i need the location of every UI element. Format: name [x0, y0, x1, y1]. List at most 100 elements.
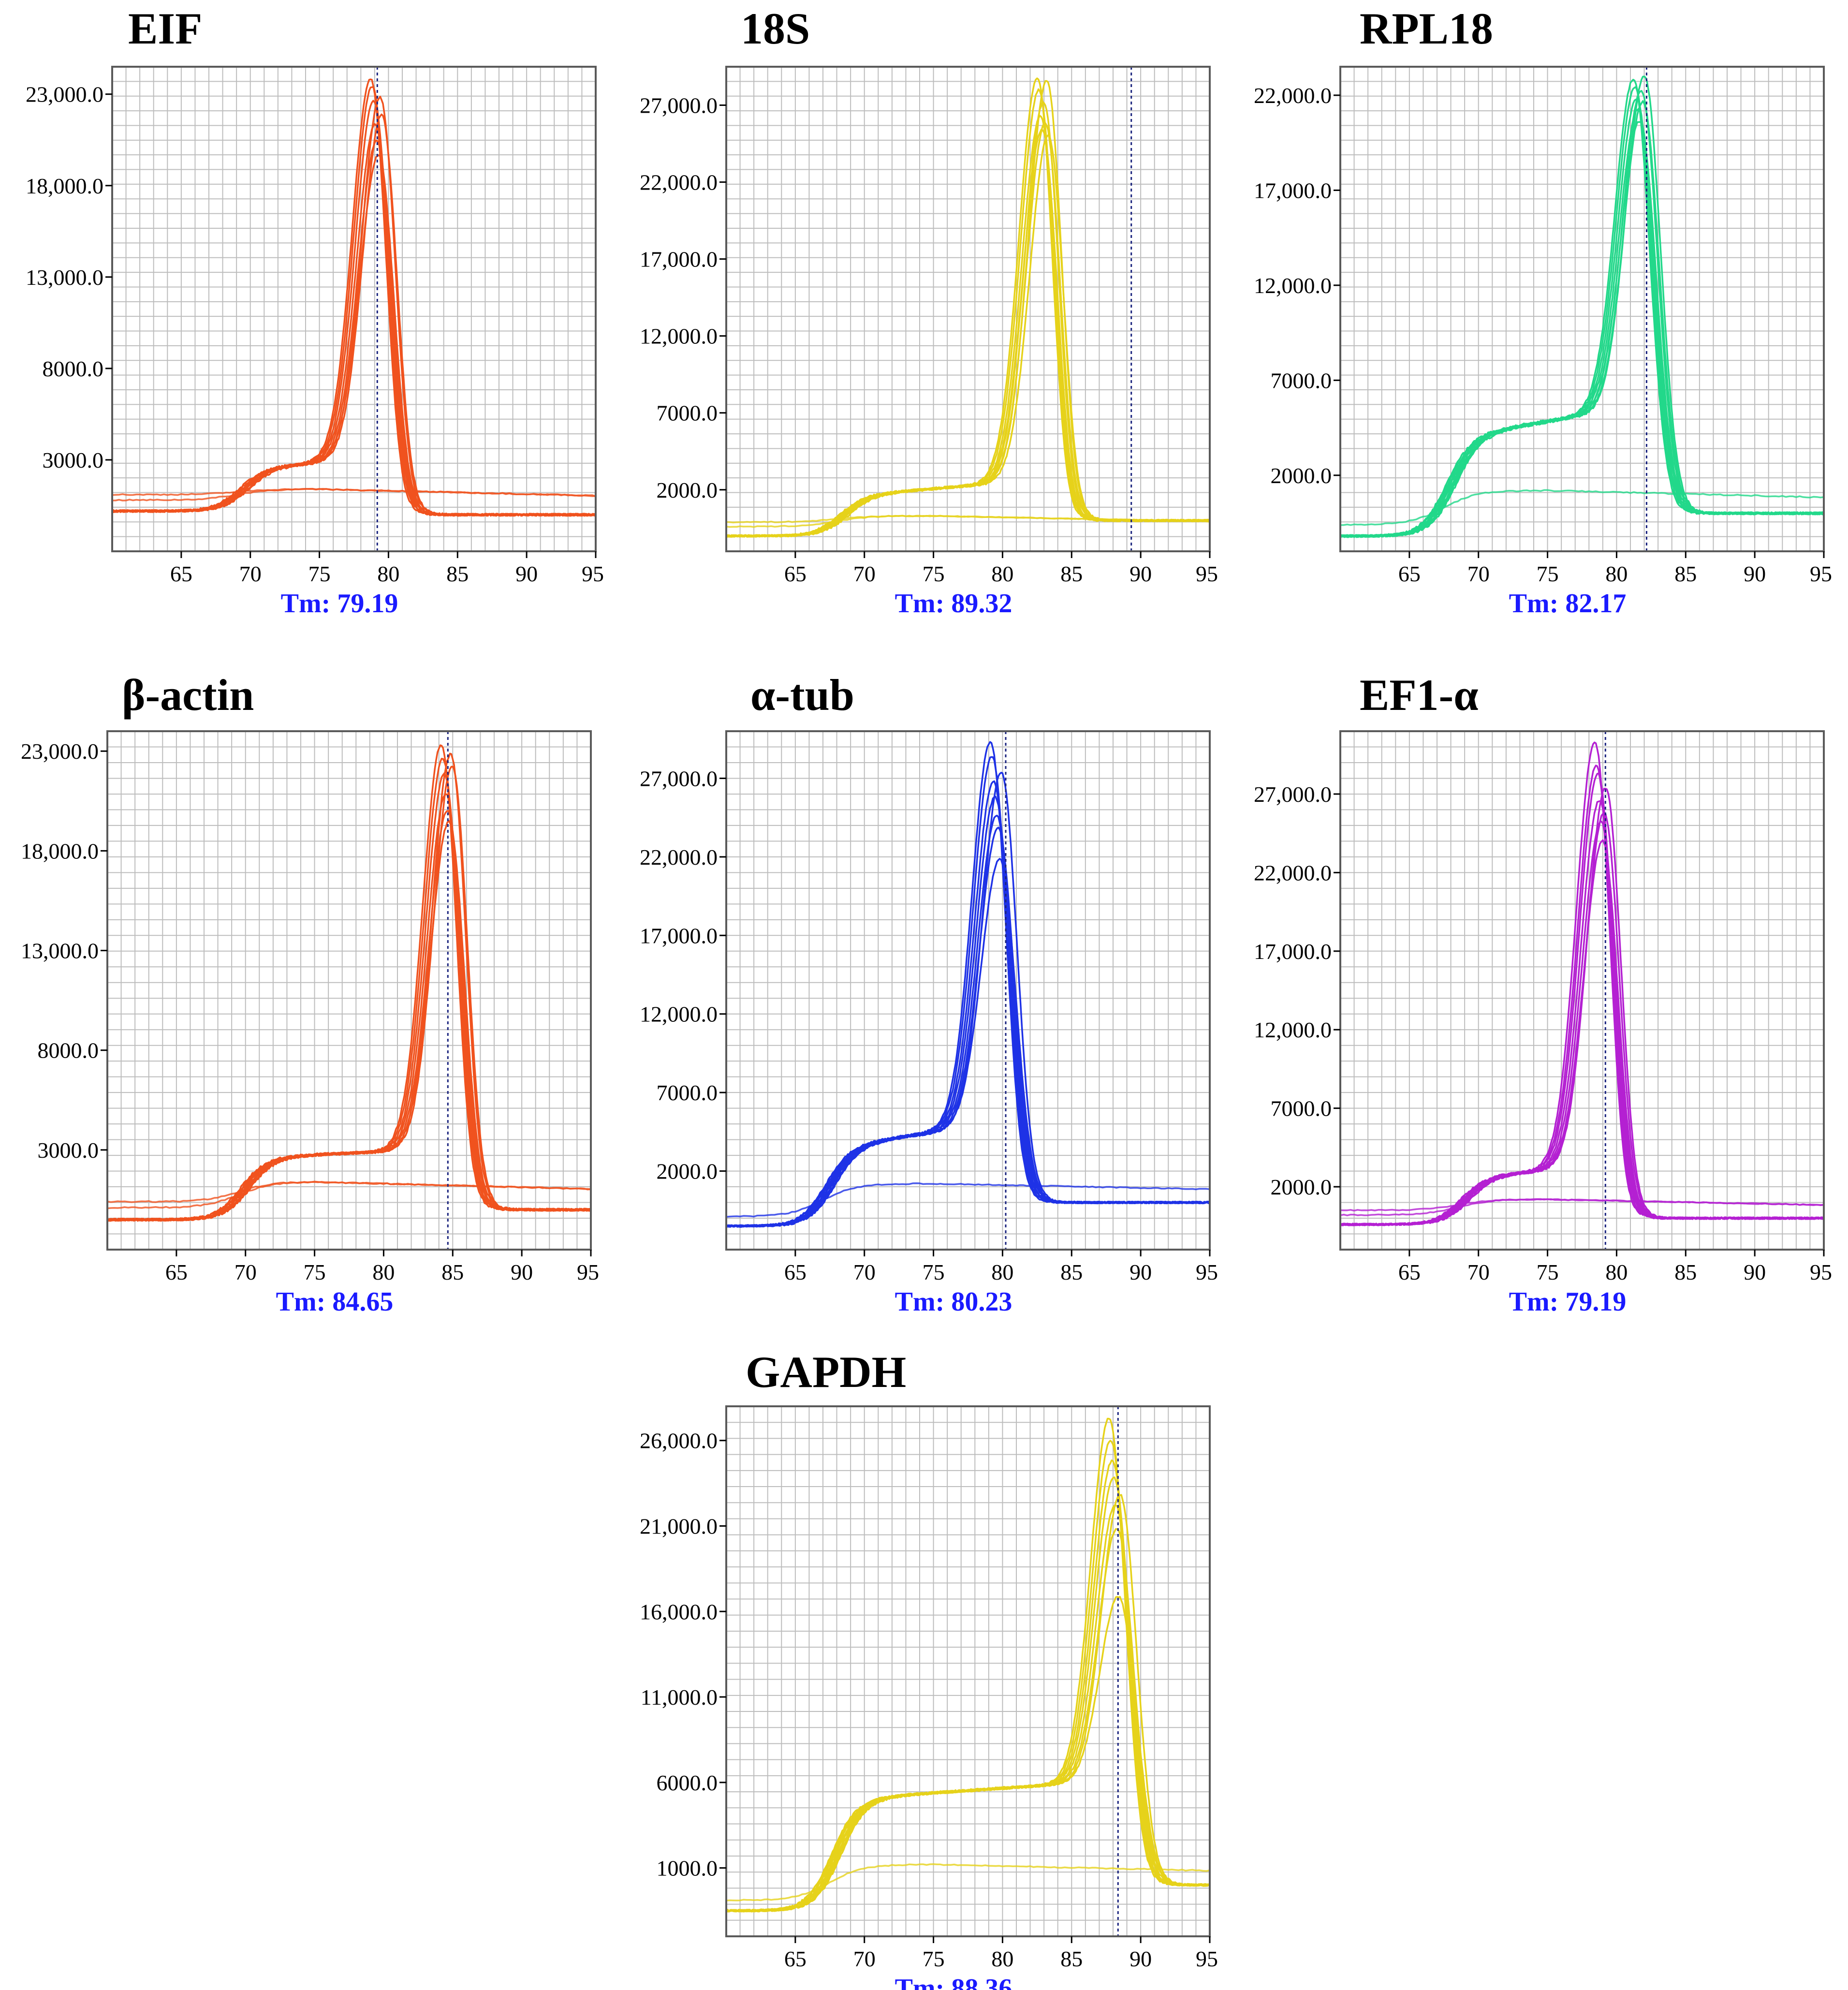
x-tick-label: 80 — [377, 561, 399, 586]
plot-area — [1340, 67, 1824, 551]
no-template-trace — [726, 515, 1210, 524]
x-tick-label: 75 — [1537, 1260, 1559, 1284]
y-tick-label: 27,000.0 — [640, 93, 718, 118]
plot-frame — [106, 730, 592, 1251]
y-tick-label: 1000.0 — [657, 1856, 718, 1881]
x-tick-label: 70 — [239, 561, 262, 586]
y-tick-label: 21,000.0 — [640, 1514, 718, 1538]
plot-frame — [1339, 66, 1825, 552]
y-tick-label: 12,000.0 — [640, 1002, 718, 1027]
tm-label: Tm: 79.19 — [1509, 1287, 1627, 1317]
tm-label: Tm: 89.32 — [895, 589, 1012, 619]
plot-area — [726, 1406, 1210, 1936]
x-tick-label: 70 — [853, 561, 876, 586]
panel-2: 18S 2000.0 7000.0 12,000.0 17,000.0 22,000.0 2… — [640, 4, 1218, 619]
no-template-trace — [112, 487, 596, 497]
y-tick-label: 3000.0 — [38, 1138, 99, 1163]
x-tick-label: 80 — [1605, 561, 1628, 586]
y-tick-label: 12,000.0 — [1254, 273, 1332, 298]
x-tick-label: 95 — [1196, 1260, 1218, 1284]
y-tick-label: 13,000.0 — [26, 265, 103, 290]
plot-area — [726, 67, 1210, 551]
x-tick-label: 85 — [1674, 1260, 1697, 1284]
y-tick-label: 7000.0 — [657, 1080, 718, 1105]
y-tick-label: 22,000.0 — [1254, 860, 1332, 885]
no-template-trace — [1340, 489, 1824, 526]
x-tick-label: 65 — [784, 1260, 807, 1284]
y-tick-label: 12,000.0 — [1254, 1017, 1332, 1042]
panel-5: α-tub 2000.0 7000.0 12,000.0 17,000.0 22,000.… — [640, 670, 1218, 1317]
x-tick-label: 65 — [1398, 1260, 1421, 1284]
y-tick-label: 22,000.0 — [640, 170, 718, 195]
x-tick-label: 95 — [1810, 1260, 1832, 1284]
y-tick-label: 17,000.0 — [640, 247, 718, 272]
y-tick-label: 23,000.0 — [26, 82, 103, 107]
y-tick-label: 2000.0 — [657, 478, 718, 502]
x-tick-label: 70 — [1467, 561, 1490, 586]
no-template-trace — [726, 1863, 1210, 1902]
melt-curve-trace — [726, 1494, 1211, 1913]
y-tick-label: 18,000.0 — [21, 839, 99, 863]
y-tick-label: 8000.0 — [38, 1038, 99, 1063]
y-tick-label: 27,000.0 — [1254, 782, 1332, 807]
panel-title: β-actin — [122, 670, 254, 720]
y-tick-label: 27,000.0 — [640, 766, 718, 791]
y-tick-label: 13,000.0 — [21, 939, 99, 963]
x-tick-label: 85 — [1060, 561, 1083, 586]
x-tick-label: 95 — [1196, 1946, 1218, 1971]
panel-title: EIF — [128, 4, 202, 53]
tm-label: Tm: 84.65 — [276, 1287, 394, 1317]
panel-6: EF1-α 2000.0 7000.0 12,000.0 17,000.0 22,000.… — [1254, 670, 1832, 1317]
y-tick-label: 22,000.0 — [640, 845, 718, 870]
x-tick-label: 65 — [1398, 561, 1421, 586]
x-tick-label: 70 — [853, 1260, 876, 1284]
x-tick-label: 95 — [1810, 561, 1832, 586]
panel-title: RPL18 — [1360, 4, 1493, 53]
plot-area — [107, 731, 591, 1250]
y-tick-label: 17,000.0 — [1254, 178, 1332, 203]
x-tick-label: 80 — [991, 1260, 1013, 1284]
y-tick-label: 7000.0 — [1271, 1096, 1332, 1121]
x-tick-label: 65 — [170, 561, 192, 586]
y-tick-label: 7000.0 — [657, 401, 718, 426]
x-tick-label: 80 — [1605, 1260, 1628, 1284]
y-tick-label: 3000.0 — [43, 448, 104, 472]
y-tick-label: 8000.0 — [43, 356, 104, 381]
x-tick-label: 90 — [1129, 561, 1152, 586]
x-tick-label: 70 — [1467, 1260, 1490, 1284]
tm-label: Tm: 80.23 — [895, 1287, 1012, 1317]
x-tick-label: 75 — [923, 1946, 945, 1971]
y-tick-label: 12,000.0 — [640, 324, 718, 349]
y-tick-label: 7000.0 — [1271, 368, 1332, 393]
x-tick-label: 65 — [165, 1260, 188, 1284]
y-tick-label: 11,000.0 — [641, 1685, 718, 1710]
tm-label: Tm: 82.17 — [1509, 589, 1627, 619]
panel-title: 18S — [741, 4, 810, 53]
panel-4: β-actin 3000.0 8000.0 13,000.0 18,000.0 23,00… — [21, 670, 599, 1317]
x-tick-label: 75 — [923, 1260, 945, 1284]
x-tick-label: 95 — [1196, 561, 1218, 586]
melt-curve-trace — [106, 766, 591, 1222]
x-tick-label: 85 — [441, 1260, 464, 1284]
plot-frame — [725, 66, 1211, 552]
x-tick-label: 80 — [372, 1260, 395, 1284]
x-tick-label: 85 — [1674, 561, 1697, 586]
x-tick-label: 75 — [923, 561, 945, 586]
x-tick-label: 75 — [304, 1260, 326, 1284]
plot-frame — [1339, 730, 1825, 1251]
x-tick-label: 80 — [991, 1946, 1013, 1971]
y-tick-label: 17,000.0 — [640, 923, 718, 948]
x-tick-label: 75 — [1537, 561, 1559, 586]
x-tick-label: 95 — [582, 561, 604, 586]
tm-label: Tm: 79.19 — [281, 589, 398, 619]
panel-3: RPL18 2000.0 7000.0 12,000.0 17,000.0 22,000.… — [1254, 4, 1832, 619]
x-tick-label: 80 — [991, 561, 1013, 586]
x-tick-label: 70 — [853, 1946, 876, 1971]
x-tick-label: 85 — [1060, 1946, 1083, 1971]
y-tick-label: 22,000.0 — [1254, 83, 1332, 108]
y-tick-label: 26,000.0 — [640, 1429, 718, 1453]
x-tick-label: 70 — [235, 1260, 257, 1284]
plot-frame — [725, 730, 1211, 1251]
y-tick-label: 23,000.0 — [21, 739, 99, 764]
